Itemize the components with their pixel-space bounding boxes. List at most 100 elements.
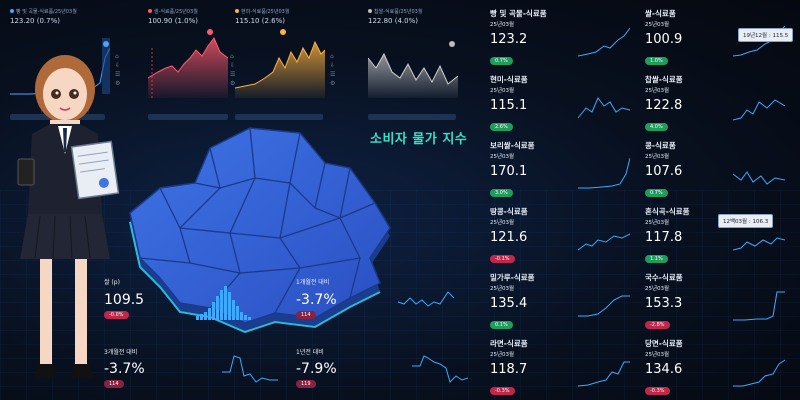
kpi-badge: -0.0% [104,311,129,319]
sparkline [578,295,630,317]
series-dot-icon [148,9,152,13]
chart-tools[interactable]: ⌂ ⇩ ☰ ⚙ [115,53,121,87]
character-illustration [17,55,120,378]
kpi-histogram [196,286,251,320]
item-card[interactable]: 보리쌀-식료품 25년03월 170.1 3.0% [490,140,640,204]
kpi-sparkline [398,291,454,307]
change-badge: 0.7% [645,189,668,197]
item-name: 국수-식료품 [645,273,683,282]
item-value: 135.4 [490,296,528,311]
top-chart-rice[interactable]: 쌀-식료품/25년03월 100.90 (1.0%) [148,8,228,120]
change-badge: 4.0% [645,123,668,131]
change-badge: -0.1% [490,255,515,263]
kpi-value: 109.5 [104,292,145,308]
item-date: 25년03월 [490,220,515,226]
top-chart-head: 빵 및 곡물-식료품/25년03월 [16,9,77,15]
series-dot-icon [368,9,372,13]
chart-tools[interactable]: ⌂ ⇩ ☰ ⚙ [230,53,236,87]
item-card[interactable]: 땅콩-식료품 25년03월 121.6 -0.1% [490,206,640,270]
sparkline [733,237,785,251]
item-value: 118.7 [490,362,528,377]
top-chart-head: 현미-식료품/25년03월 [241,9,290,15]
top-chart-value: 115.10 (2.6%) [235,17,285,25]
kpi-badge: 114 [296,311,316,319]
kpi-value: -3.7% [296,292,337,308]
item-card[interactable]: 현미-식료품 25년03월 115.1 2.6% [490,74,640,138]
item-name: 땅콩-식료품 [490,207,528,216]
kpi-label: 3개월전 대비 [104,349,138,356]
kpi-label: 1년전 대비 [296,349,324,356]
top-chart-head: 쌀-식료품/25년03월 [154,9,198,15]
item-name: 쌀-식료품 [645,9,676,18]
kpi-badge: 114 [104,380,124,388]
item-value: 153.3 [645,296,683,311]
item-name: 라면-식료품 [490,339,528,348]
item-date: 25년03월 [645,352,670,358]
chart-tooltip: 12백03월 : 106.3 [718,214,774,228]
item-name: 혼식곡-식료품 [645,207,690,216]
item-value: 170.1 [490,164,528,179]
kpi-badge: 119 [296,380,316,388]
item-value: 115.1 [490,98,528,113]
top-chart-head: 찹쌀-식료품/25년03월 [374,9,423,15]
top-chart-scroll[interactable] [235,114,323,120]
item-value: 134.6 [645,362,683,377]
sparkline [578,361,630,387]
kpi-label: 쌀 (p) [104,279,120,286]
item-name: 빵 및 곡물-식료품 [490,9,547,18]
top-chart-brownrice[interactable]: 현미-식료품/25년03월 115.10 (2.6%) [235,8,325,120]
item-date: 25년03월 [645,220,670,226]
item-value: 122.8 [645,98,683,113]
top-chart-glutinous[interactable]: 찹쌀-식료품/25년03월 122.80 (4.0%) [368,8,458,120]
sparkline [733,99,785,121]
page-title: 소비자 물가 지수 [370,132,468,147]
sparkline [578,157,630,189]
change-badge: 0.1% [490,321,513,329]
kpi-sparkline [222,355,278,383]
item-card[interactable]: 국수-식료품 25년03월 153.3 -2.8% [645,272,795,336]
item-value: 100.9 [645,32,683,47]
change-badge: 1.1% [645,255,668,263]
item-name: 보리쌀-식료품 [490,141,535,150]
chart-tooltip: 19년12월 : 115.5 [738,28,794,42]
item-date: 25년03월 [490,88,515,94]
item-name: 콩-식료품 [645,141,676,150]
item-name: 당면-식료품 [645,339,683,348]
item-card[interactable]: 찹쌀-식료품 25년03월 122.8 4.0% [645,74,795,138]
top-chart-value: 100.90 (1.0%) [148,17,198,25]
series-dot-icon [10,9,14,13]
change-badge: 1.0% [645,57,668,65]
sparkline [578,97,630,119]
item-date: 25년03월 [490,22,515,28]
change-badge: -0.3% [490,387,515,395]
kpi-value: -3.7% [104,361,145,377]
top-chart-plot [368,41,458,98]
kpi-value: -7.9% [296,361,337,377]
change-badge: -0.3% [645,387,670,395]
item-date: 25년03월 [645,22,670,28]
item-value: 123.2 [490,32,528,47]
sparkline [733,291,785,321]
sparkline [733,171,785,185]
item-card[interactable]: 콩-식료품 25년03월 107.6 0.7% [645,140,795,204]
item-card[interactable]: 당면-식료품 25년03월 134.6 -0.3% [645,338,795,400]
change-badge: 3.0% [490,189,513,197]
chart-tools[interactable]: ⌂ ⇩ ☰ ⚙ [330,53,336,87]
item-value: 117.8 [645,230,683,245]
top-chart-scroll[interactable] [148,114,228,120]
item-name: 현미-식료품 [490,75,528,84]
item-date: 25년03월 [490,286,515,292]
item-card[interactable]: 빵 및 곡물-식료품 25년03월 123.2 0.7% [490,8,640,72]
region-map[interactable] [100,108,400,333]
item-date: 25년03월 [645,88,670,94]
change-badge: 0.7% [490,57,513,65]
kpi-label: 1개월전 대비 [296,279,330,286]
item-date: 25년03월 [645,286,670,292]
change-badge: -2.8% [645,321,670,329]
item-card[interactable]: 혼식곡-식료품 25년03월 117.8 1.1% [645,206,795,270]
item-date: 25년03월 [490,154,515,160]
item-card[interactable]: 밀가루-식료품 25년03월 135.4 0.1% [490,272,640,336]
change-badge: 2.6% [490,123,513,131]
item-card[interactable]: 라면-식료품 25년03월 118.7 -0.3% [490,338,640,400]
top-chart-scroll[interactable] [368,114,456,120]
